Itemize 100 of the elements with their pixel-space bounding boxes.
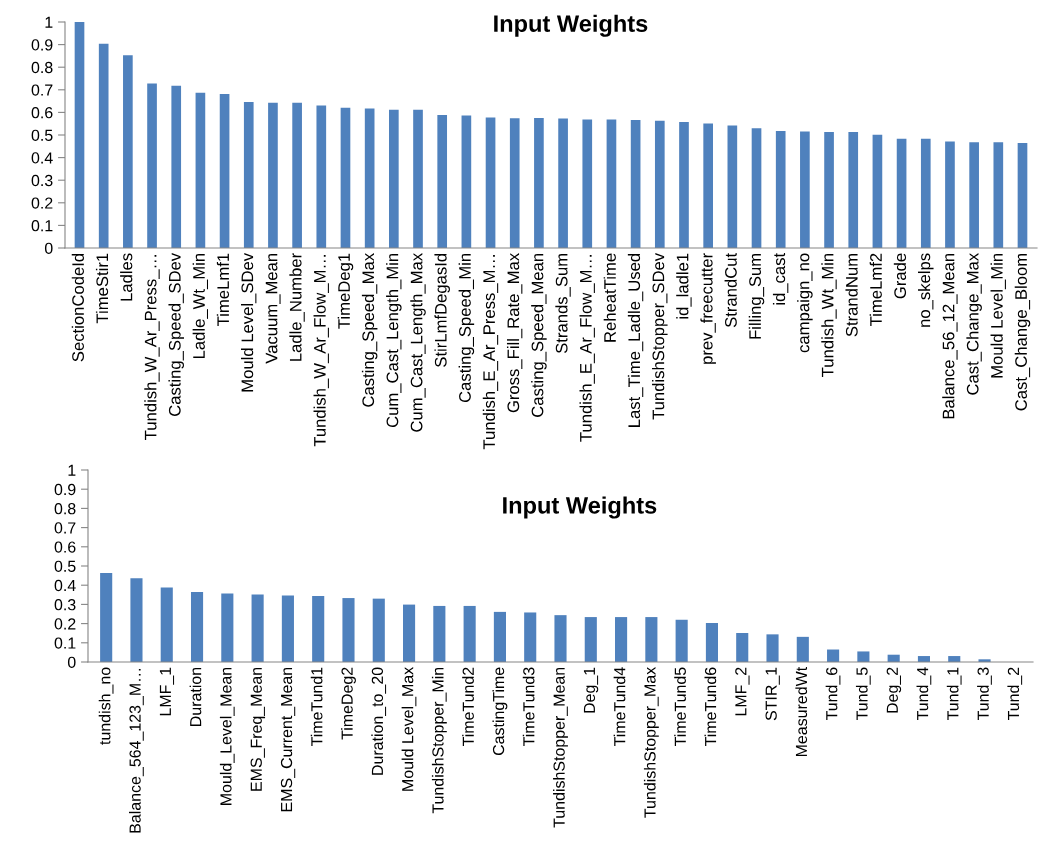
bar: [584, 617, 597, 662]
x-tick-label: TimeTund2: [462, 667, 474, 747]
y-tick-label: 0.5: [54, 560, 76, 572]
y-tick-label: 0.5: [31, 129, 53, 141]
x-tick-label: Ladle_Wt_Min: [192, 253, 209, 359]
bar: [993, 142, 1004, 248]
x-tick-label: LMF_2: [735, 667, 750, 716]
bar: [848, 132, 859, 248]
x-tick-label: Mould Level_Min: [990, 253, 1006, 378]
bar: [389, 109, 399, 248]
x-tick-label: StirLmfDegasId: [434, 253, 450, 367]
x-tick-label: Tundish_E_Ar_Press_M…: [482, 255, 499, 450]
bar: [582, 119, 593, 248]
bar: [342, 598, 355, 662]
x-tick-label: TimeTund5: [674, 667, 686, 747]
bar: [463, 605, 476, 662]
bar: [872, 134, 883, 248]
bar: [403, 604, 416, 662]
x-tick-label: SectionCodeId: [71, 253, 84, 362]
y-tick-label: 0.3: [54, 599, 76, 611]
x-tick-label: Cast_Change_Bloom: [1014, 253, 1031, 411]
y-tick-label: 0.1: [54, 637, 76, 649]
x-tick-label: Duration_to_20: [371, 667, 387, 775]
bar: [340, 107, 351, 248]
bar: [493, 611, 506, 662]
bar: [751, 128, 762, 248]
bar: [312, 595, 325, 662]
x-tick-label: TundishStopper_Mean: [553, 667, 568, 828]
x-tick-label: LMF_1: [159, 667, 175, 716]
x-tick-label: Mould Level_Max: [401, 667, 417, 791]
bar: [679, 122, 689, 248]
bar: [221, 593, 234, 662]
bar: [896, 138, 907, 248]
x-tick-label: StrandNum: [845, 253, 858, 337]
x-tick-label: Ladle_Number: [289, 253, 305, 361]
bar: [219, 94, 230, 248]
bar: [100, 572, 113, 662]
bar: [675, 619, 688, 662]
x-tick-label: Gross_Fill_Rate_Max: [506, 253, 523, 413]
x-tick-label: id_cast: [772, 252, 789, 305]
y-tick-label: 0.8: [31, 61, 53, 74]
bar: [171, 85, 182, 248]
x-tick-label: Tundish_E_Ar_Flow_M…: [579, 255, 595, 442]
bar: [372, 598, 385, 662]
x-tick-label: TimeTund1: [310, 667, 323, 747]
x-tick-label: Tundish_Wt_Min: [821, 253, 837, 377]
y-tick-label: 0.7: [31, 84, 53, 96]
x-tick-label: Cum_Cast_Length_Min: [386, 253, 402, 428]
bar: [74, 22, 85, 248]
x-tick-label: Grade: [893, 253, 907, 299]
x-tick-label: Strands_Sum: [555, 253, 571, 354]
x-tick-label: Cast_Change_Max: [966, 253, 982, 395]
x-tick-label: Last_Time_Ladle_Used: [627, 253, 644, 427]
x-tick-label: TimeStir1: [95, 253, 109, 324]
x-tick-label: Tund_3: [977, 667, 992, 721]
bar: [243, 102, 254, 248]
x-tick-label: prev_freecutter: [700, 253, 716, 364]
bar: [945, 141, 955, 248]
bar: [437, 114, 448, 248]
bar: [920, 138, 931, 248]
bar: [558, 118, 568, 248]
bar: [316, 105, 327, 248]
bar: [413, 109, 423, 248]
x-tick-label: TundishStopper_SDev: [652, 252, 668, 420]
x-tick-label: MeasuredWt: [795, 666, 808, 757]
bar: [251, 594, 264, 662]
x-tick-label: Tund_6: [825, 667, 841, 721]
bar: [281, 595, 294, 662]
bar: [654, 120, 665, 248]
bar: [534, 118, 544, 248]
bar: [485, 117, 496, 248]
bar: [190, 592, 204, 662]
x-tick-label: TimeTund4: [613, 667, 626, 747]
y-tick-label: 0.2: [31, 197, 53, 209]
bar: [1017, 142, 1028, 248]
x-tick-label: Casting_Speed_SDev: [168, 252, 184, 416]
x-tick-label: Cum_Cast_Length_Max: [410, 253, 426, 432]
x-tick-label: Tund_4: [916, 667, 932, 721]
bar: [554, 615, 567, 662]
x-tick-label: CastingTime: [492, 667, 508, 756]
x-tick-label: TimeLmf2: [869, 253, 882, 326]
x-tick-label: Tund_2: [1007, 667, 1023, 721]
x-tick-label: Tund_1: [946, 667, 962, 721]
bar: [195, 92, 206, 248]
x-tick-label: TimeDeg1: [337, 253, 354, 329]
text: Input Weights: [503, 496, 657, 519]
bar: [703, 123, 713, 248]
y-tick-label: 0: [44, 242, 53, 254]
bar: [160, 587, 173, 662]
x-tick-label: Deg_1: [583, 667, 599, 713]
bar: [727, 125, 738, 248]
bar: [147, 83, 157, 248]
x-tick-label: tundish_no: [98, 667, 114, 745]
x-tick-label: Balance_564_123_M…: [129, 669, 144, 833]
bar: [130, 578, 143, 662]
bar: [615, 617, 628, 662]
x-tick-label: Vacuum_Mean: [265, 253, 281, 364]
x-tick-label: TimeTund3: [522, 667, 535, 747]
x-tick-label: Casting_Speed_Max: [361, 253, 378, 407]
x-tick-label: Casting_Speed_Mean: [531, 253, 547, 417]
